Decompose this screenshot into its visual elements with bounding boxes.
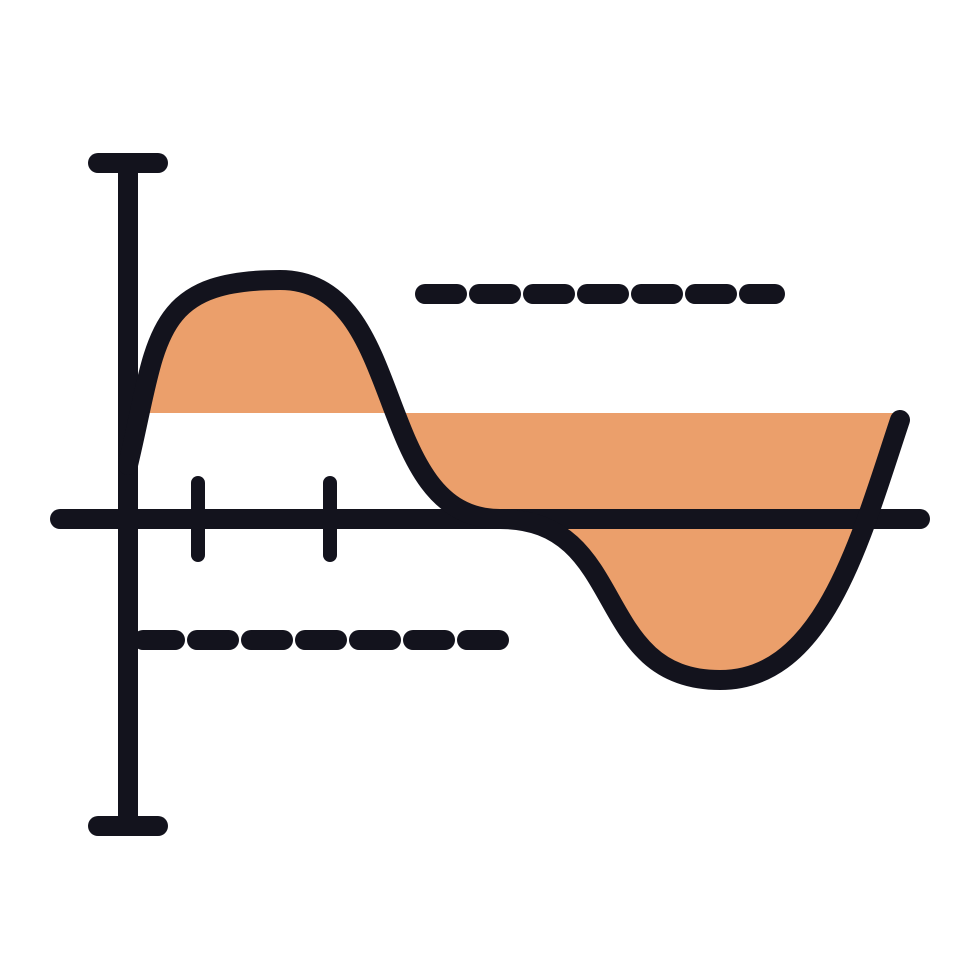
sine-chart-icon [0,0,980,980]
sine-chart-svg [0,0,980,980]
